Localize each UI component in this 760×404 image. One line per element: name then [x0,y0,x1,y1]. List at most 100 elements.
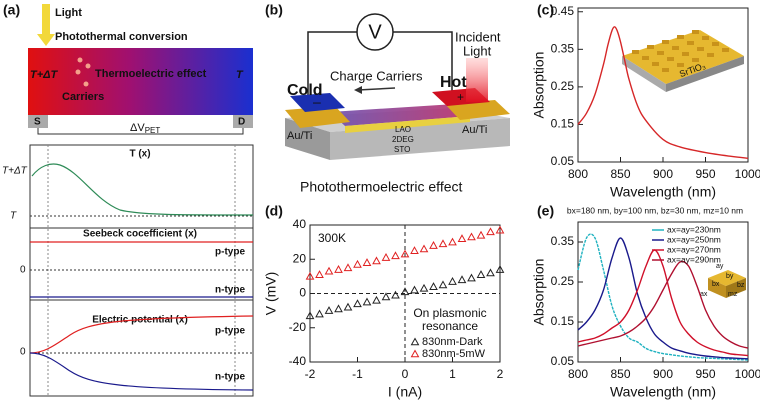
dot [83,81,89,87]
x-axis-label: Wavelength (nm) [610,384,716,400]
temp-cold-tick: T [10,211,17,222]
hot-text: Hot [440,74,467,91]
stud [672,46,679,50]
point [305,311,315,320]
point [495,225,505,234]
drain-text: D [238,117,245,128]
p-text: p-type [215,326,245,337]
stud [707,53,714,57]
x-tick-label: 850 [610,367,630,381]
point [362,258,372,266]
x-tick-label: 950 [695,367,715,381]
inset-text: mz [728,291,738,298]
y-tick-label: 0.35 [551,234,575,248]
point [324,266,334,275]
line [577,237,749,360]
stud [702,36,709,40]
zero-tick: 0 [20,265,26,276]
zero-tick: 0 [20,347,26,358]
inset-text: ay [716,263,724,270]
panel-label: (e) [537,203,554,219]
point [457,234,467,242]
point [334,264,343,273]
stud [647,45,654,49]
substrate-side [285,118,330,160]
x-tick-label: 1 [449,367,456,381]
y-axis-label: Absorption [531,259,547,326]
panel-a: (a) Light Photothermal conversion T+ΔT T… [2,2,254,397]
inset-text: ax [700,291,708,298]
deg-layer [345,116,470,133]
point [486,268,495,277]
voltage-text: ΔVPET [130,122,160,135]
y-tick-label: 0.05 [551,154,575,168]
dot [75,69,81,75]
point [353,259,362,268]
annotation: 300K [318,231,346,245]
inset-text: by [726,273,734,280]
legend-marker [410,337,420,346]
temp-curve [31,163,254,216]
legend-label: ax=ay=250nm [667,234,721,244]
point [400,287,410,296]
point [429,282,438,290]
stud [692,58,699,62]
wire [393,31,453,100]
carrier-arrow [357,87,396,91]
hot-text: T+ΔT [30,69,59,81]
p-text: p-type [215,247,245,258]
point [467,273,476,282]
slab-side [622,56,666,92]
dot [85,63,91,69]
x-tick-label: 900 [653,367,673,381]
point [334,304,343,313]
legend-label: ax=ay=230nm [667,224,721,234]
effect-text: Thermoelectric effect [95,68,207,80]
y-axis-label: V (mV) [263,272,279,316]
left-contact-text: Au/Ti [287,130,312,142]
annotation: On plasmonic [413,306,486,320]
point [410,285,419,294]
y-tick-label: -40 [289,354,307,368]
right-contact-text: Au/Ti [462,124,487,136]
meter-text: V [368,21,382,43]
point [391,251,400,260]
point [381,253,391,261]
plus-text: + [457,90,464,104]
light-beam [466,58,488,102]
carrier-dots [75,57,91,87]
point [467,232,476,241]
point [372,295,381,304]
legend-label: ax=ay=290nm [667,254,721,264]
panel-label: (a) [3,2,20,18]
light-arrow [37,4,55,46]
line [577,249,749,357]
x-tick-label: -1 [352,367,363,381]
stud [632,50,639,54]
block-side [708,278,726,298]
drain-pad [233,115,253,128]
y-tick-label: 0.15 [551,117,575,131]
channel [330,104,470,126]
point [448,276,457,285]
point [457,275,467,284]
stud [677,63,684,67]
y-tick-label: 0.45 [551,4,575,18]
cold-text: Cold [287,82,323,99]
point [353,299,362,308]
point [438,280,448,289]
legend-label: 830nm-5mW [422,348,486,360]
p-curve [29,315,254,354]
x-tick-label: 1000 [735,367,760,381]
point [305,271,315,280]
slab-front [666,56,744,92]
y-tick-label: 0.25 [551,79,575,93]
incident-text: Incident [455,29,501,44]
x-tick-label: 0 [402,367,409,381]
light-text: Light [55,7,82,19]
line [577,26,749,159]
point [410,246,419,254]
legend-label: 830nm-Dark [422,336,483,348]
inset-e: ay by bx ax bz mz [700,263,746,298]
point [495,264,505,273]
